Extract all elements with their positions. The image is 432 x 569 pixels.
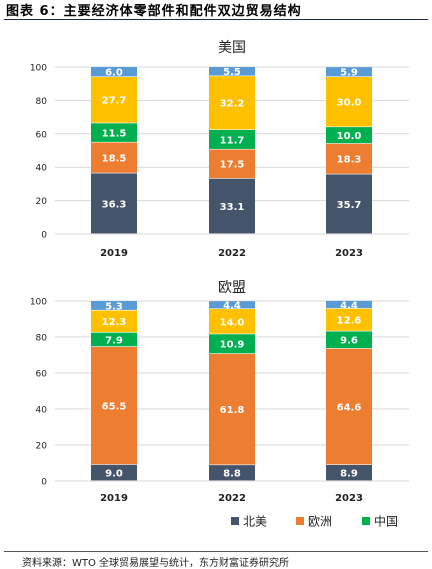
y-tick-label: 0 (41, 231, 47, 241)
bar-segment (209, 334, 255, 354)
bar-segment (209, 67, 255, 76)
data-label: 33.1 (220, 202, 245, 213)
data-label: 7.9 (105, 335, 123, 346)
bar-segment (209, 309, 255, 334)
data-label: 11.7 (220, 135, 245, 146)
x-tick-label: 2022 (218, 493, 246, 504)
data-label: 12.3 (102, 317, 127, 328)
y-tick-label: 20 (36, 197, 48, 207)
bar-segment (326, 331, 372, 349)
bar-segment (209, 301, 255, 309)
data-label: 36.3 (102, 199, 127, 210)
data-label: 10.0 (337, 131, 362, 142)
y-tick-label: 80 (36, 97, 48, 107)
data-label: 5.5 (223, 67, 241, 78)
bar-segment (326, 127, 372, 144)
bar-segment (91, 464, 137, 481)
y-tick-label: 100 (30, 64, 47, 74)
figure-title: 图表 6：主要经济体零部件和配件双边贸易结构 (6, 4, 302, 19)
data-label: 27.7 (102, 96, 127, 107)
x-tick-label: 2022 (218, 248, 246, 259)
y-tick-label: 20 (36, 442, 48, 452)
x-tick-label: 2019 (100, 493, 128, 504)
y-tick-label: 60 (36, 130, 48, 140)
chart-legend: 北美 欧洲 中国 (231, 514, 398, 529)
y-tick-label: 60 (36, 370, 48, 380)
chart-canvas: 美国 0 20 40 60 80 100 2019 2022 2023 36.3 18.5 11.5 27… (30, 40, 409, 529)
bar-segment (209, 353, 255, 465)
y-tick-label: 80 (36, 334, 48, 344)
bar-segment (209, 76, 255, 130)
data-label: 4.4 (223, 301, 241, 312)
data-label: 8.9 (340, 469, 358, 480)
bar-segment (326, 308, 372, 331)
legend-swatch (362, 517, 370, 525)
bar-segment (209, 178, 255, 234)
data-label: 8.8 (223, 469, 241, 480)
bar-segment (91, 77, 137, 123)
data-label: 4.4 (340, 300, 358, 311)
bar-segment (91, 123, 137, 142)
legend-swatch (296, 517, 304, 525)
y-tick-label: 40 (36, 164, 48, 174)
data-label: 9.0 (105, 469, 123, 480)
data-label: 61.8 (220, 405, 245, 416)
chart-title: 美国 (218, 40, 246, 56)
legend-swatch (231, 517, 239, 525)
chart-eu: 欧盟 0 20 40 60 80 100 2019 2022 2023 9.0 65.5 7.9 12.3… (30, 280, 409, 504)
bar-segment (326, 77, 372, 127)
bar-segment (326, 67, 372, 77)
y-tick-label: 40 (36, 406, 48, 416)
data-label: 11.5 (102, 128, 127, 139)
bar-segment (326, 300, 372, 309)
data-label: 10.9 (220, 340, 245, 351)
title-rule (4, 19, 428, 20)
data-label: 32.2 (220, 99, 245, 110)
bar-segment (91, 310, 137, 333)
data-label: 65.5 (102, 401, 127, 412)
legend-label: 欧洲 (308, 515, 332, 529)
data-label: 12.6 (337, 316, 362, 327)
data-label: 35.7 (337, 200, 362, 211)
bar-segment (91, 301, 137, 310)
data-label: 17.5 (220, 160, 245, 171)
bar-segment (326, 464, 372, 481)
x-tick-label: 2023 (335, 493, 363, 504)
data-label: 14.0 (220, 317, 245, 328)
chart-title: 欧盟 (218, 280, 246, 296)
bar-segment (91, 142, 137, 173)
x-tick-label: 2023 (335, 248, 363, 259)
bar-segment (326, 348, 372, 465)
data-label: 9.6 (340, 336, 358, 347)
data-label: 5.3 (105, 301, 123, 312)
data-label: 18.5 (102, 154, 127, 165)
data-label: 30.0 (337, 98, 362, 109)
bar-segment (91, 332, 137, 347)
bar-segment (91, 346, 137, 465)
x-tick-label: 2019 (100, 248, 128, 259)
legend-label: 中国 (374, 514, 398, 529)
y-tick-label: 0 (41, 478, 47, 488)
source-rule (4, 551, 428, 552)
chart-us: 美国 0 20 40 60 80 100 2019 2022 2023 36.3 18.5 11.5 27… (30, 40, 409, 259)
bar-segment (91, 67, 137, 77)
bar-segment (209, 465, 255, 481)
bar-segment (209, 149, 255, 179)
data-label: 5.9 (340, 68, 358, 79)
bar-segment (91, 173, 137, 234)
bar-segment (326, 174, 372, 234)
legend-label: 北美 (243, 515, 267, 529)
bar-segment (326, 143, 372, 174)
data-label: 18.3 (337, 155, 362, 166)
bar-segment (209, 129, 255, 149)
source-note: 资料来源：WTO 全球贸易展望与统计，东方财富证券研究所 (22, 558, 290, 569)
data-label: 64.6 (337, 402, 362, 413)
y-tick-label: 100 (30, 298, 47, 308)
data-label: 6.0 (105, 68, 123, 79)
